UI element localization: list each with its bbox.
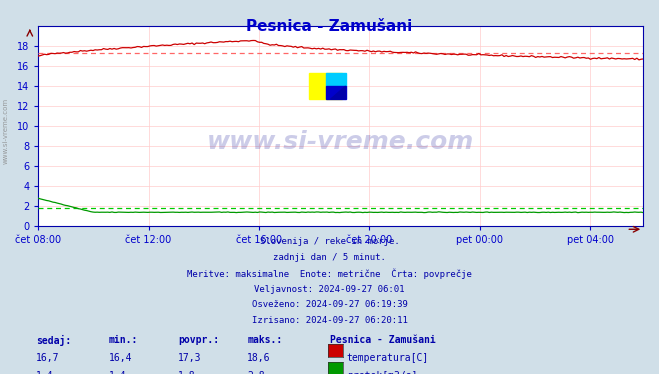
Text: Pesnica - Zamušani: Pesnica - Zamušani	[246, 19, 413, 34]
Text: 2,8: 2,8	[247, 371, 265, 374]
Text: 18,6: 18,6	[247, 353, 271, 363]
Text: povpr.:: povpr.:	[178, 335, 219, 345]
Text: 1,4: 1,4	[109, 371, 127, 374]
Text: Slovenija / reke in morje.: Slovenija / reke in morje.	[260, 237, 399, 246]
Polygon shape	[331, 86, 345, 99]
Text: www.si-vreme.com: www.si-vreme.com	[207, 130, 474, 154]
Bar	[309, 73, 342, 99]
Bar	[326, 73, 345, 86]
Text: Veljavnost: 2024-09-27 06:01: Veljavnost: 2024-09-27 06:01	[254, 285, 405, 294]
Text: 1,8: 1,8	[178, 371, 196, 374]
Text: Osveženo: 2024-09-27 06:19:39: Osveženo: 2024-09-27 06:19:39	[252, 300, 407, 309]
Bar	[326, 86, 345, 99]
Text: 16,7: 16,7	[36, 353, 60, 363]
Text: pretok[m3/s]: pretok[m3/s]	[347, 371, 417, 374]
Text: 1,4: 1,4	[36, 371, 54, 374]
Text: Pesnica - Zamušani: Pesnica - Zamušani	[330, 335, 435, 345]
Text: sedaj:: sedaj:	[36, 335, 71, 346]
Text: min.:: min.:	[109, 335, 138, 345]
Text: Izrisano: 2024-09-27 06:20:11: Izrisano: 2024-09-27 06:20:11	[252, 316, 407, 325]
Text: temperatura[C]: temperatura[C]	[347, 353, 429, 363]
Text: Meritve: maksimalne  Enote: metrične  Črta: povprečje: Meritve: maksimalne Enote: metrične Črta…	[187, 269, 472, 279]
Text: 17,3: 17,3	[178, 353, 202, 363]
Text: 16,4: 16,4	[109, 353, 132, 363]
Text: maks.:: maks.:	[247, 335, 282, 345]
Text: www.si-vreme.com: www.si-vreme.com	[2, 98, 9, 164]
Text: zadnji dan / 5 minut.: zadnji dan / 5 minut.	[273, 253, 386, 262]
